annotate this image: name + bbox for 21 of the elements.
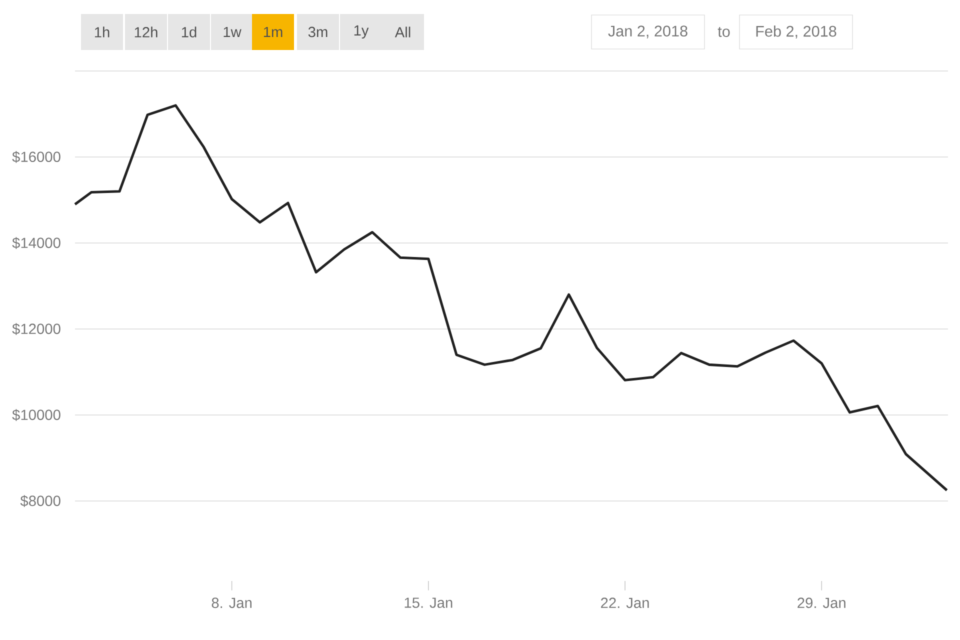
text: 1h: [94, 26, 110, 38]
x-tick-label: 29. Jan: [798, 598, 846, 608]
text: Feb 2, 2018: [756, 25, 836, 39]
text: All: [394, 26, 410, 38]
text: to: [718, 26, 730, 38]
text: 1d: [182, 26, 196, 38]
y-tick-label: $16000: [12, 151, 60, 163]
text: 1m: [264, 26, 282, 38]
text: 12h: [134, 26, 158, 38]
line-series: [74, 104, 948, 492]
x-tick-label: 8. Jan: [212, 598, 252, 608]
y-tick-label: $8000: [20, 495, 60, 507]
text: 1y: [354, 25, 369, 39]
y-tick-label: $10000: [12, 409, 60, 421]
text: Jan 2, 2018: [608, 26, 688, 38]
y-tick-label: $12000: [12, 323, 60, 335]
text: 3m: [308, 26, 328, 38]
x-tick-label: 22. Jan: [601, 598, 649, 608]
text: 1w: [224, 26, 242, 38]
x-tick-label: 15. Jan: [404, 598, 452, 608]
y-tick-label: $14000: [12, 237, 60, 249]
